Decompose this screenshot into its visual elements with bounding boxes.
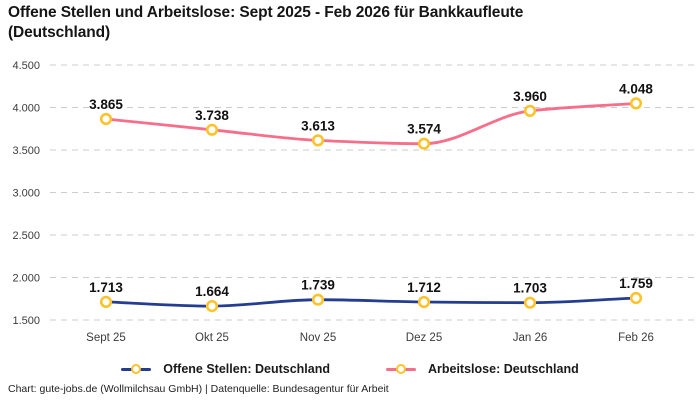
x-tick-label: Sept 25 — [86, 332, 126, 344]
data-point-marker — [629, 291, 643, 305]
data-point-marker — [99, 295, 113, 309]
series-line — [104, 296, 638, 308]
data-point-marker — [417, 295, 431, 309]
data-point-marker — [629, 97, 643, 110]
y-tick-label: 2.000 — [12, 273, 40, 285]
x-tick-label: Jan 26 — [513, 332, 548, 344]
data-point-label: 1.664 — [195, 284, 229, 299]
x-axis-labels: Sept 25 Okt 25 Nov 25 Dez 25 Jan 26 Feb 26 — [86, 332, 654, 344]
legend-swatch-offene-stellen-icon — [121, 363, 152, 375]
legend: Offene Stellen: Deutschland Arbeitslose:… — [0, 362, 700, 376]
grid-lines — [50, 64, 694, 321]
data-point-marker — [523, 104, 537, 117]
data-point-marker — [205, 123, 219, 136]
data-point-label: 3.960 — [513, 89, 547, 104]
y-axis-labels: 4.500 4.000 3.500 3.000 2.500 2.000 1.500 — [12, 60, 40, 327]
y-tick-label: 4.000 — [12, 103, 40, 115]
chart-title: Offene Stellen und Arbeitslose: Sept 202… — [8, 4, 524, 41]
y-tick-label: 3.500 — [12, 145, 40, 157]
data-point-label: 4.048 — [619, 81, 653, 96]
data-point-marker — [417, 137, 431, 150]
marker-ring-icon — [131, 364, 142, 374]
data-point-marker — [205, 300, 219, 313]
data-point-label: 1.759 — [619, 276, 653, 291]
data-point-marker — [311, 134, 325, 147]
legend-item-offene-stellen[interactable]: Offene Stellen: Deutschland — [121, 362, 330, 376]
data-point-label: 1.712 — [407, 280, 441, 295]
data-point-label: 3.738 — [195, 108, 229, 123]
y-tick-label: 3.000 — [12, 188, 40, 200]
legend-item-arbeitslose[interactable]: Arbeitslose: Deutschland — [385, 362, 579, 376]
data-point-marker — [311, 293, 325, 306]
data-point-label: 3.865 — [89, 97, 123, 112]
y-tick-label: 2.500 — [12, 230, 40, 242]
data-point-marker — [99, 112, 113, 126]
x-tick-label: Nov 25 — [300, 332, 336, 344]
y-tick-label: 4.500 — [12, 60, 40, 72]
x-tick-label: Feb 26 — [618, 332, 654, 344]
data-point-label: 3.613 — [301, 118, 335, 133]
legend-swatch-arbeitslose-icon — [385, 363, 416, 375]
legend-label-offene-stellen: Offene Stellen: Deutschland — [163, 362, 330, 376]
legend-label-arbeitslose: Arbeitslose: Deutschland — [427, 362, 579, 376]
series-offene-stellen: 1.713 1.664 1.739 1.712 1.703 1.759 — [89, 276, 653, 313]
x-tick-label: Dez 25 — [406, 332, 442, 344]
data-point-label: 1.713 — [89, 280, 123, 295]
attribution: Chart: gute-jobs.de (Wollmilchsau GmbH) … — [8, 383, 389, 395]
series-arbeitslose: 3.865 3.738 3.613 3.574 3.960 4.048 — [89, 81, 653, 150]
data-point-label: 1.703 — [513, 281, 547, 296]
data-point-label: 3.574 — [407, 122, 441, 137]
series-line — [104, 102, 638, 146]
y-tick-label: 1.500 — [12, 315, 40, 327]
x-tick-label: Okt 25 — [195, 332, 229, 344]
marker-ring-icon — [395, 364, 406, 374]
data-point-marker — [523, 296, 537, 309]
data-point-label: 1.739 — [301, 278, 335, 293]
